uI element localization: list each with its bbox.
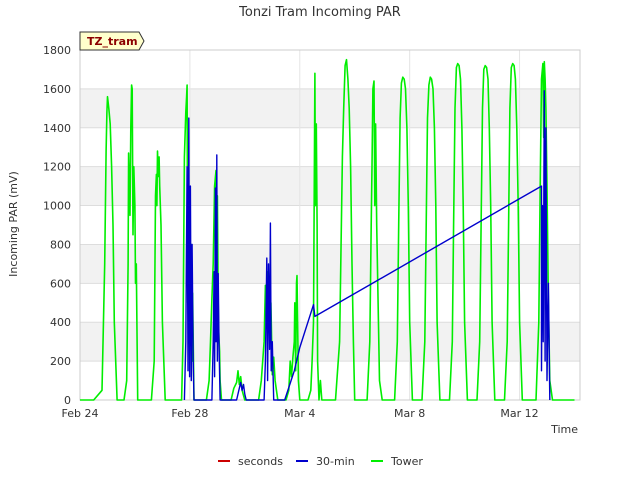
legend-label-30-min: 30-min	[316, 455, 355, 468]
y-axis-label: Incoming PAR (mV)	[7, 171, 20, 277]
y-tick-label: 0	[64, 394, 71, 407]
y-axis-ticks: 0 200 400 600 800 1000 1200 1400 1600 1800	[43, 44, 71, 407]
series-line-30-min	[183, 90, 551, 401]
badge-shape	[79, 31, 145, 51]
series-layer	[80, 58, 575, 401]
background-band	[80, 88, 580, 128]
y-tick-label: 1200	[43, 161, 71, 174]
y-tick-label: 400	[50, 316, 71, 329]
chart-title: Tonzi Tram Incoming PAR	[238, 5, 401, 20]
background-bands	[80, 88, 580, 362]
y-tick-label: 1000	[43, 200, 71, 213]
series-line-tower	[80, 58, 575, 401]
y-tick-label: 200	[50, 355, 71, 368]
x-axis-label: Time	[550, 423, 578, 436]
x-tick-label: Mar 4	[284, 407, 315, 420]
y-tick-label: 1400	[43, 122, 71, 135]
legend-label-tower: Tower	[390, 455, 423, 468]
x-tick-label: Mar 8	[394, 407, 425, 420]
background-band	[80, 166, 580, 206]
y-tick-label: 800	[50, 238, 71, 251]
legend-label-seconds: seconds	[238, 455, 283, 468]
y-tick-label: 600	[50, 277, 71, 290]
background-band	[80, 244, 580, 284]
x-tick-label: Feb 24	[62, 407, 99, 420]
station-badge: TZ_tram	[79, 31, 145, 51]
legend: seconds 30-min Tower	[218, 455, 423, 468]
y-tick-label: 1600	[43, 83, 71, 96]
badge-label: TZ_tram	[87, 35, 138, 48]
x-tick-label: Feb 28	[171, 407, 208, 420]
y-tick-label: 1800	[43, 44, 71, 57]
x-axis-ticks: Feb 24 Feb 28 Mar 4 Mar 8 Mar 12	[62, 407, 539, 420]
x-tick-label: Mar 12	[500, 407, 538, 420]
